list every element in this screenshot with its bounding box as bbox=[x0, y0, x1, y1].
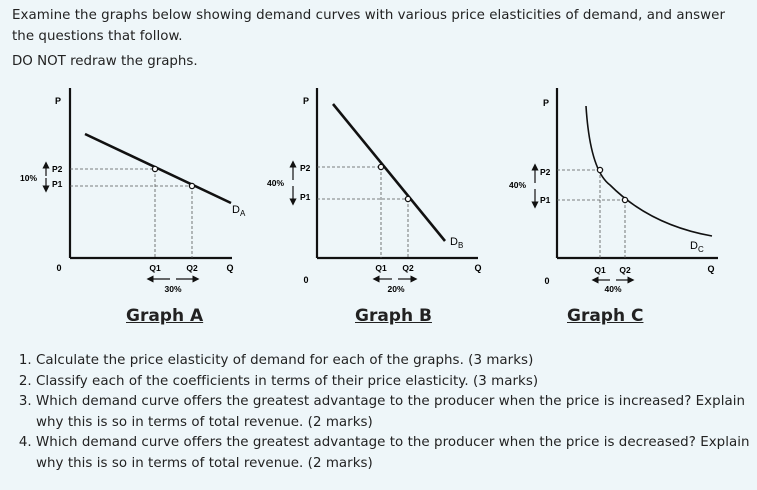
question-4: Which demand curve offers the greatest a… bbox=[36, 433, 757, 474]
no-redraw-note: DO NOT redraw the graphs. bbox=[12, 54, 198, 69]
graph-b-p1-label: P1 bbox=[300, 192, 311, 202]
graph-c-q2-label: Q2 bbox=[619, 265, 631, 275]
graph-a-q2-label: Q2 bbox=[186, 263, 198, 273]
graph-a-q1-label: Q1 bbox=[149, 263, 161, 273]
graph-a: P Q 0 DA P2 P1 10% Q1 Q2 30% bbox=[20, 88, 246, 294]
question-1: Calculate the price elasticity of demand… bbox=[36, 351, 757, 372]
graph-c-qty-change: 40% bbox=[604, 284, 621, 294]
graph-a-point-1 bbox=[151, 165, 159, 173]
graph-c-point-1 bbox=[596, 166, 604, 174]
graph-b-origin-label: 0 bbox=[303, 275, 308, 285]
graph-b-curve-label: DB bbox=[450, 236, 463, 250]
graph-a-curve-label: DA bbox=[232, 204, 246, 218]
graph-a-title: Graph A bbox=[126, 306, 204, 326]
graph-b-point-2 bbox=[404, 195, 412, 203]
graph-c-origin-label: 0 bbox=[544, 276, 549, 286]
graph-b-q-label: Q bbox=[474, 263, 481, 273]
demand-graphs: P Q 0 DA P2 P1 10% Q1 Q2 30% P Q 0 bbox=[20, 88, 718, 294]
graph-a-q-label: Q bbox=[226, 263, 233, 273]
graph-b-price-change: 40% bbox=[267, 178, 284, 188]
graph-a-price-change: 10% bbox=[20, 173, 37, 183]
question-3: Which demand curve offers the greatest a… bbox=[36, 392, 757, 433]
graph-c-p-label: P bbox=[543, 98, 549, 108]
graph-b-q2-label: Q2 bbox=[402, 263, 414, 273]
graph-b-title: Graph B bbox=[355, 306, 432, 326]
graph-a-p-label: P bbox=[55, 96, 61, 106]
graph-c-title: Graph C bbox=[567, 306, 644, 326]
graph-b-point-1 bbox=[377, 163, 385, 171]
graph-a-p2-label: P2 bbox=[52, 164, 63, 174]
graph-c-q1-label: Q1 bbox=[594, 265, 606, 275]
graph-a-qty-change: 30% bbox=[164, 284, 181, 294]
graph-a-point-2 bbox=[188, 182, 196, 190]
question-list: Calculate the price elasticity of demand… bbox=[12, 351, 757, 474]
graph-b-demand-curve bbox=[331, 103, 447, 242]
graph-c-price-change: 40% bbox=[509, 180, 526, 190]
graph-b-qty-change: 20% bbox=[387, 284, 404, 294]
graph-b: P Q 0 DB P2 P1 40% Q1 Q2 20% bbox=[267, 88, 482, 294]
graph-a-p1-label: P1 bbox=[52, 179, 63, 189]
graph-c-point-2 bbox=[621, 196, 629, 204]
graph-c: P Q 0 DC P2 P1 40% Q1 Q2 40% bbox=[509, 88, 718, 294]
graph-b-q1-label: Q1 bbox=[375, 263, 387, 273]
graph-c-demand-curve bbox=[585, 105, 713, 237]
graph-b-p2-label: P2 bbox=[300, 163, 311, 173]
graph-a-origin-label: 0 bbox=[56, 263, 61, 273]
instructions-text: Examine the graphs below showing demand … bbox=[12, 8, 726, 44]
graph-c-q-label: Q bbox=[707, 264, 714, 274]
graph-b-p-label: P bbox=[303, 96, 309, 106]
question-2: Classify each of the coefficients in ter… bbox=[36, 372, 757, 393]
graph-c-curve-label: DC bbox=[690, 240, 704, 254]
graph-c-p2-label: P2 bbox=[540, 167, 551, 177]
graph-c-p1-label: P1 bbox=[540, 195, 551, 205]
